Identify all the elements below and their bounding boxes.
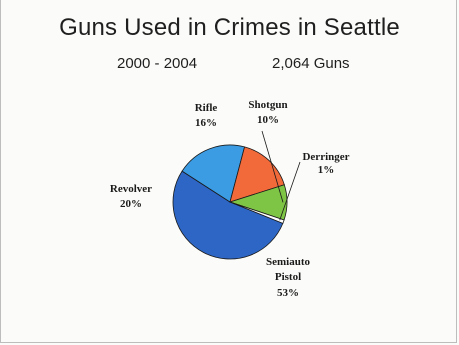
slice-label-semiauto-name-line2: Pistol bbox=[275, 271, 301, 283]
slice-label-semiauto-name-line1: Semiauto bbox=[266, 256, 311, 268]
pie-slice-derringer bbox=[229, 201, 285, 224]
pie-slice-rifle bbox=[229, 146, 285, 203]
slice-label-rifle-name: Rifle bbox=[195, 102, 218, 114]
pie-slices bbox=[172, 144, 288, 260]
chart-subtitle-count: 2,064 Guns bbox=[272, 55, 350, 72]
slice-label-shotgun-pct: 10% bbox=[257, 114, 279, 126]
slice-label-revolver-name: Revolver bbox=[110, 183, 152, 195]
slice-label-semiauto-pct: 53% bbox=[277, 287, 299, 299]
leader-lines bbox=[261, 130, 301, 221]
leader-line-derringer bbox=[279, 161, 301, 221]
slice-label-shotgun-name: Shotgun bbox=[248, 99, 287, 111]
chart-subtitle-years: 2000 - 2004 bbox=[117, 55, 198, 72]
slice-label-revolver-pct: 20% bbox=[120, 198, 142, 210]
slice-label-derringer-pct: 1% bbox=[318, 164, 335, 176]
pie-slice-revolver bbox=[181, 144, 246, 203]
slice-label-derringer-name: Derringer bbox=[302, 151, 349, 163]
chart-title: Guns Used in Crimes in Seattle bbox=[59, 14, 400, 41]
leader-line-shotgun bbox=[261, 130, 284, 203]
slice-label-rifle-pct: 16% bbox=[195, 117, 217, 129]
pie-slice-semiauto-pistol bbox=[172, 170, 284, 260]
